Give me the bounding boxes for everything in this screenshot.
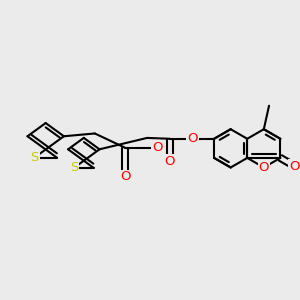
Text: S: S	[30, 151, 39, 164]
Text: O: O	[187, 132, 198, 145]
Text: O: O	[289, 160, 300, 172]
Text: O: O	[152, 141, 163, 154]
Text: O: O	[164, 155, 175, 168]
Text: O: O	[120, 170, 130, 184]
Text: O: O	[259, 161, 269, 174]
Text: S: S	[70, 161, 78, 174]
